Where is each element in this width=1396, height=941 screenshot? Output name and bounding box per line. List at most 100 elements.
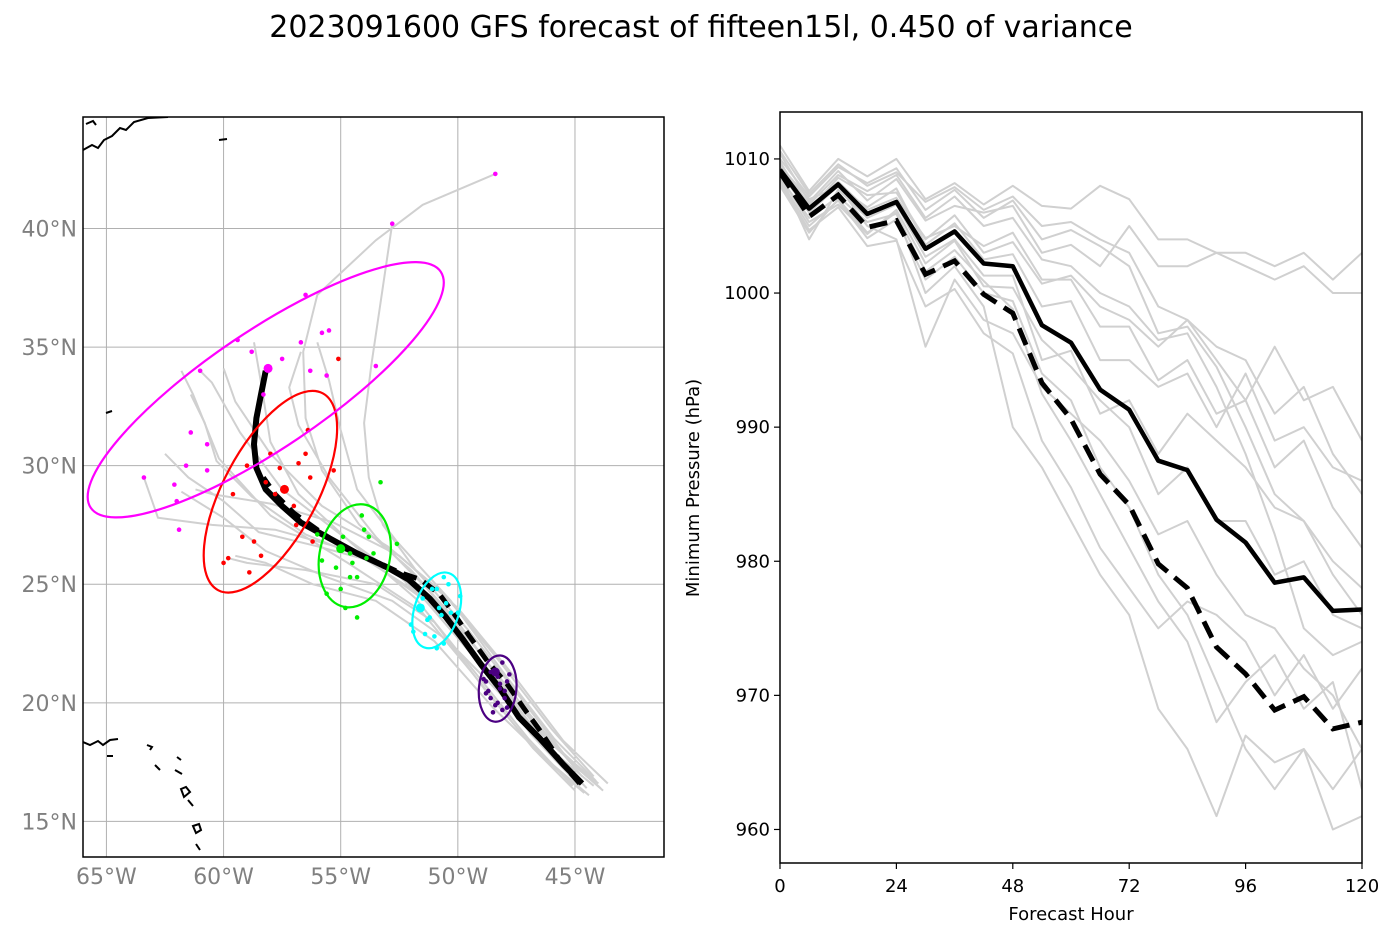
position-point-hour-96 (303, 451, 308, 457)
position-point-hour-48 (432, 634, 437, 639)
position-point-hour-96 (331, 468, 336, 473)
ensemble-tracks (142, 172, 609, 797)
coastline-islet (187, 799, 194, 807)
position-point-hour-48 (436, 605, 442, 611)
coastline-islet (191, 822, 203, 835)
lon-tick-label: 55°W (310, 865, 371, 890)
position-point-hour-96 (244, 463, 250, 468)
ensemble-track (316, 342, 597, 782)
y-tick-label: 1000 (724, 283, 770, 304)
position-point-hour-72 (371, 551, 376, 556)
position-point-hour-24 (500, 707, 505, 713)
position-point-hour-24 (490, 710, 496, 715)
pressure-ensemble-series (780, 174, 1362, 589)
position-point-hour-96 (258, 553, 264, 559)
position-point-hour-24 (507, 672, 512, 677)
coastline-islet (85, 119, 97, 126)
pressure-ensemble-series (780, 179, 1362, 791)
position-point-hour-48 (420, 596, 425, 601)
coastline-islet (195, 843, 201, 851)
pressure-chart-panel: 0 24 48 72 96 120 960 970 980 990 1000 1010 Forecas… (683, 111, 1379, 925)
position-point-hour-48 (441, 574, 447, 580)
y-tick-label: 980 (736, 551, 770, 572)
position-point-hour-72 (347, 574, 353, 580)
lat-tick-label: 25°N (22, 573, 77, 598)
ensemble-track (363, 223, 604, 792)
coastlines (83, 117, 228, 851)
position-point-hour-24 (502, 695, 507, 701)
lon-tick-label: 65°W (76, 865, 137, 890)
ellipse-t120 (86, 261, 445, 519)
position-point-hour-72 (314, 532, 320, 537)
position-point-hour-96 (293, 522, 299, 528)
lon-tick-label: 60°W (193, 865, 254, 890)
position-point-hour-72 (336, 544, 346, 554)
position-point-hour-72 (354, 574, 360, 580)
position-point-hour-120 (263, 363, 273, 373)
position-point-hour-48 (422, 631, 428, 637)
figure-title: 2023091600 GFS forecast of fifteen15l, 0… (269, 10, 1133, 45)
position-point-hour-120 (389, 221, 395, 227)
pressure-control-line (780, 170, 1362, 732)
coastline-islet (174, 769, 183, 775)
position-point-hour-120 (249, 349, 254, 355)
ellipse-t24 (477, 654, 518, 723)
pressure-ensemble-series (780, 163, 1362, 657)
position-point-hour-96 (263, 479, 269, 485)
ensemble-track (222, 368, 595, 778)
position-point-hour-96 (310, 539, 315, 544)
position-point-hour-72 (366, 534, 372, 540)
lon-tick-label: 50°W (427, 865, 488, 890)
control-track (261, 476, 582, 786)
position-point-hour-48 (446, 581, 451, 587)
lat-tick-label: 20°N (22, 692, 77, 717)
lat-tick-label: 40°N (22, 217, 77, 242)
lon-tick-label: 45°W (545, 865, 606, 890)
ellipse-t72 (317, 503, 392, 609)
position-point-hour-120 (172, 482, 177, 487)
position-point-hour-120 (279, 356, 285, 362)
position-point-hour-48 (448, 610, 454, 616)
position-point-hour-120 (493, 171, 498, 177)
pressure-ensemble-series (780, 161, 1362, 442)
map-frame (82, 116, 665, 858)
position-point-hour-72 (319, 558, 325, 563)
position-point-hour-24 (504, 679, 510, 684)
position-point-hour-48 (429, 586, 435, 592)
pressure-mean-series (780, 168, 1362, 614)
pressure-control-series (780, 170, 1362, 732)
y-tick-label: 970 (736, 685, 770, 706)
position-point-hour-24 (497, 681, 503, 687)
y-tick-label: 960 (736, 819, 770, 840)
lat-tick-label: 30°N (22, 455, 77, 480)
x-tick-label: 48 (1001, 876, 1024, 897)
control-track-line (261, 476, 582, 786)
y-tick-label: 990 (736, 417, 770, 438)
coastline-north-atlantic (83, 117, 169, 151)
position-point-hour-72 (359, 513, 365, 518)
pressure-ensemble-series (780, 164, 1362, 482)
position-point-hour-96 (225, 555, 231, 561)
ensemble-track (302, 172, 600, 785)
pressure-ensemble-series (780, 153, 1362, 294)
position-point-hour-96 (291, 503, 297, 509)
position-point-hour-72 (350, 560, 355, 566)
ensemble-track (253, 342, 574, 787)
x-tick-label: 24 (885, 876, 908, 897)
position-point-hour-72 (378, 479, 383, 485)
position-point-hour-96 (272, 491, 278, 497)
position-point-hour-24 (495, 674, 500, 680)
position-point-hour-48 (443, 600, 449, 606)
ensemble-track (228, 557, 585, 794)
pressure-ensemble-series (780, 167, 1362, 549)
position-point-hour-72 (394, 541, 400, 547)
position-point-hour-120 (373, 363, 379, 369)
x-tick-label: 120 (1345, 876, 1379, 897)
pressure-ensemble-series (780, 144, 1362, 281)
pressure-ensemble-series (780, 158, 1362, 616)
ellipse-t96 (202, 389, 339, 594)
position-point-hour-72 (338, 586, 344, 592)
position-point-hour-120 (326, 328, 332, 333)
position-point-hour-72 (333, 565, 339, 570)
ensemble-track (180, 490, 602, 789)
